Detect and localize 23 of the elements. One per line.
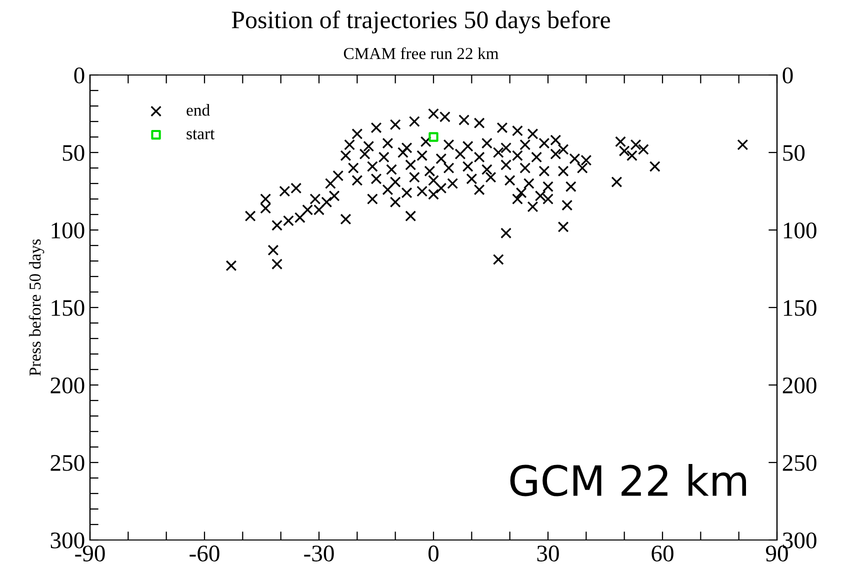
- y-tick-label: 0: [74, 67, 84, 84]
- chart-subtitle: CMAM free run 22 km: [344, 47, 499, 60]
- y2-tick-label: 250: [782, 454, 816, 471]
- y2-tick-label: 150: [784, 300, 816, 316]
- legend-label: start: [186, 130, 215, 140]
- x-tick-label: -30: [304, 546, 334, 562]
- x-tick-label: -60: [190, 546, 220, 562]
- y-tick-label: 250: [50, 454, 84, 471]
- y-tick-label: 50: [62, 144, 84, 161]
- y2-tick-label: 50: [783, 144, 805, 161]
- legend-label: end: [186, 104, 210, 116]
- y-tick-label: 100: [52, 222, 84, 238]
- y-axis-title: Press before 50 days: [28, 239, 44, 376]
- y-tick-label: 200: [50, 377, 84, 394]
- x-tick-label: 60: [652, 546, 674, 562]
- chart-title: Position of trajectories 50 days before: [232, 10, 610, 34]
- y-tick-label: 150: [52, 300, 84, 316]
- y2-tick-label: 0: [782, 67, 793, 84]
- x-tick-label: 0: [428, 546, 439, 562]
- annotation: GCM 22 km: [510, 464, 746, 496]
- y2-tick-label: 200: [782, 377, 816, 394]
- x-tick-label: 30: [537, 546, 559, 562]
- y2-tick-label: 100: [784, 222, 816, 238]
